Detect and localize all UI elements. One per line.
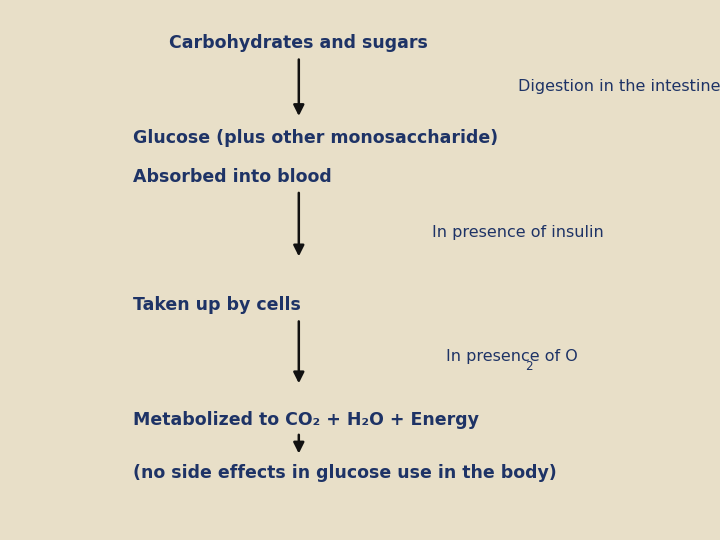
Text: (no side effects in glucose use in the body): (no side effects in glucose use in the b… bbox=[133, 463, 557, 482]
Text: Digestion in the intestine: Digestion in the intestine bbox=[518, 79, 720, 94]
Text: Glucose (plus other monosaccharide): Glucose (plus other monosaccharide) bbox=[133, 129, 498, 147]
Text: Taken up by cells: Taken up by cells bbox=[133, 296, 301, 314]
Text: Carbohydrates and sugars: Carbohydrates and sugars bbox=[169, 34, 428, 52]
Text: In presence of insulin: In presence of insulin bbox=[432, 225, 604, 240]
Text: In presence of O: In presence of O bbox=[446, 349, 578, 364]
Text: Metabolized to CO₂ + H₂O + Energy: Metabolized to CO₂ + H₂O + Energy bbox=[133, 411, 480, 429]
Text: Absorbed into blood: Absorbed into blood bbox=[133, 168, 332, 186]
Text: 2: 2 bbox=[525, 360, 532, 373]
